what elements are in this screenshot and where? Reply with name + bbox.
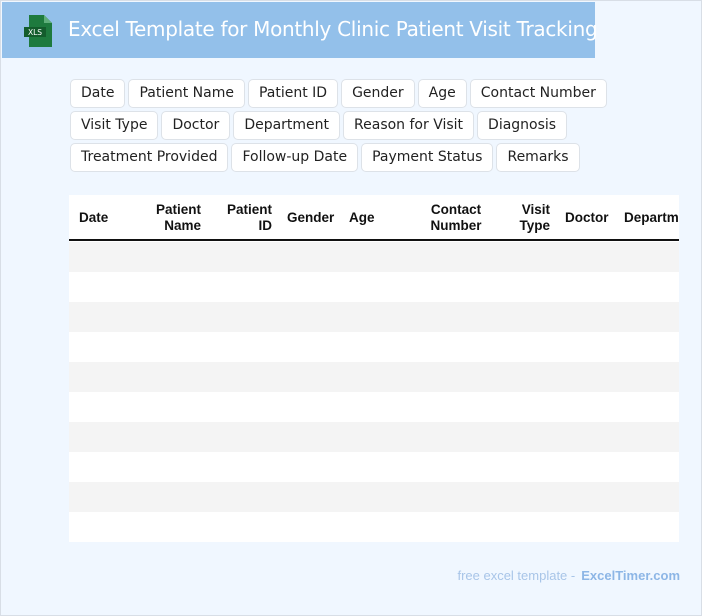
table-row: [69, 332, 679, 362]
field-tag[interactable]: Remarks: [496, 143, 580, 172]
column-header: Gender: [287, 210, 334, 226]
column-header: Visit Type: [519, 202, 550, 234]
column-header: Age: [349, 210, 375, 226]
column-header: Departm: [624, 210, 679, 226]
table-row: [69, 452, 679, 482]
column-header-line: Patient: [155, 202, 201, 217]
column-header-line: Contact: [430, 202, 482, 217]
column-header-line: Patient: [226, 202, 272, 217]
footer: free excel template - ExcelTimer.com: [457, 568, 680, 583]
field-tag[interactable]: Payment Status: [361, 143, 494, 172]
table-row: [69, 512, 679, 542]
tracking-table: Date Patient Name Patient ID Gender Age Contact…: [69, 195, 679, 542]
field-tag[interactable]: Patient Name: [128, 79, 245, 108]
column-header-line: Age: [349, 210, 375, 225]
field-tag[interactable]: Diagnosis: [477, 111, 568, 140]
column-header-line: Name: [164, 218, 201, 233]
footer-brand-link[interactable]: ExcelTimer.com: [581, 568, 680, 583]
xls-file-icon: XLS: [24, 15, 52, 47]
field-tag[interactable]: Date: [70, 79, 126, 108]
field-tag[interactable]: Age: [417, 79, 467, 108]
field-tag[interactable]: Doctor: [161, 111, 231, 140]
column-header-line: Date: [79, 210, 109, 225]
field-tag[interactable]: Reason for Visit: [343, 111, 475, 140]
column-header: Contact Number: [416, 202, 496, 234]
column-header-line: Doctor: [565, 210, 609, 225]
column-header-line: Gender: [287, 210, 335, 225]
column-header: Date: [79, 210, 108, 226]
column-header-line: ID: [258, 218, 273, 233]
column-header-line: Visit: [521, 202, 550, 217]
column-header: Patient Name: [156, 202, 201, 234]
field-tag[interactable]: Patient ID: [247, 79, 339, 108]
field-tag[interactable]: Treatment Provided: [70, 143, 229, 172]
column-header: Doctor: [565, 210, 609, 226]
table-row: [69, 302, 679, 332]
column-header-line: Number: [430, 218, 482, 233]
table-header: Date Patient Name Patient ID Gender Age Contact…: [69, 195, 679, 241]
page-title: Excel Template for Monthly Clinic Patien…: [68, 17, 598, 41]
column-header-line: Departm: [624, 210, 679, 225]
field-tag-list: Date Patient Name Patient ID Gender Age Conta…: [70, 79, 680, 172]
table-row: [69, 392, 679, 422]
table-row: [69, 362, 679, 392]
table-row: [69, 242, 679, 272]
table-row: [69, 272, 679, 302]
svg-text:XLS: XLS: [28, 28, 42, 37]
page-header: XLS Excel Template for Monthly Clinic Pa…: [2, 2, 598, 58]
field-tag[interactable]: Follow-up Date: [231, 143, 359, 172]
field-tag[interactable]: Visit Type: [70, 111, 159, 140]
field-tag[interactable]: Department: [233, 111, 341, 140]
field-tag[interactable]: Gender: [341, 79, 415, 108]
field-tag[interactable]: Contact Number: [469, 79, 607, 108]
column-header-line: Type: [519, 218, 550, 233]
footer-text: free excel template -: [457, 568, 576, 583]
table-row: [69, 422, 679, 452]
table-row: [69, 482, 679, 512]
column-header: Patient ID: [227, 202, 272, 234]
